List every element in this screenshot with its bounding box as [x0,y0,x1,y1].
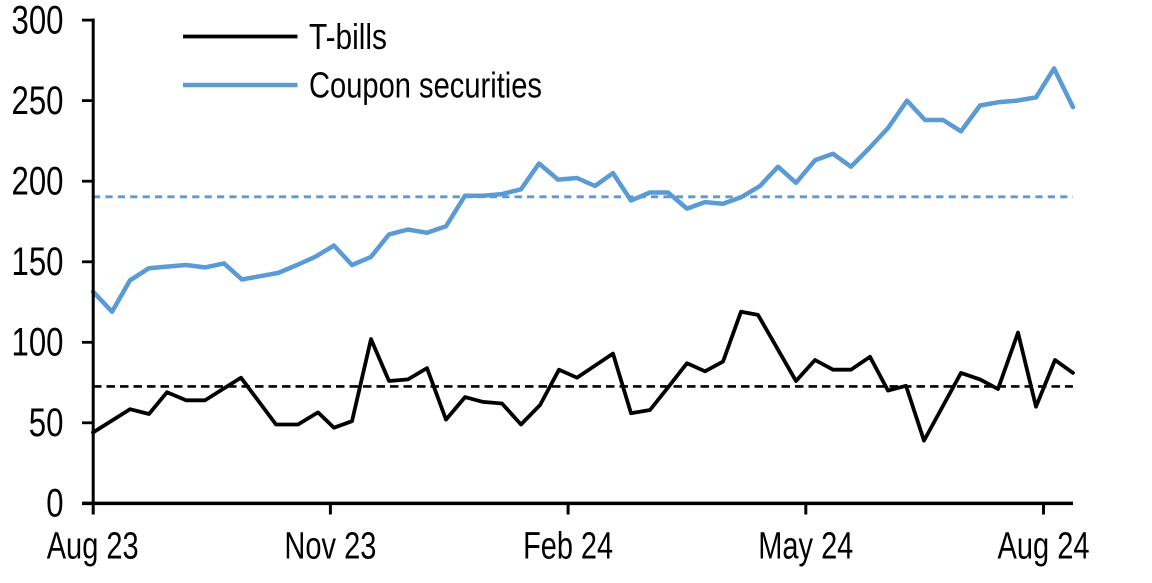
svg-text:Aug 23: Aug 23 [47,526,139,568]
svg-text:Feb 24: Feb 24 [523,526,613,568]
svg-text:300: 300 [12,0,64,42]
svg-text:T-bills: T-bills [309,16,387,57]
svg-text:0: 0 [46,482,63,526]
svg-text:200: 200 [12,160,64,204]
svg-text:Coupon securities: Coupon securities [309,65,542,106]
svg-text:50: 50 [29,401,64,445]
svg-text:May 24: May 24 [758,526,853,568]
svg-text:Aug 24: Aug 24 [998,526,1090,568]
svg-text:Nov 23: Nov 23 [284,526,376,568]
svg-text:250: 250 [12,79,64,123]
svg-text:150: 150 [12,240,64,284]
svg-text:100: 100 [12,321,64,365]
